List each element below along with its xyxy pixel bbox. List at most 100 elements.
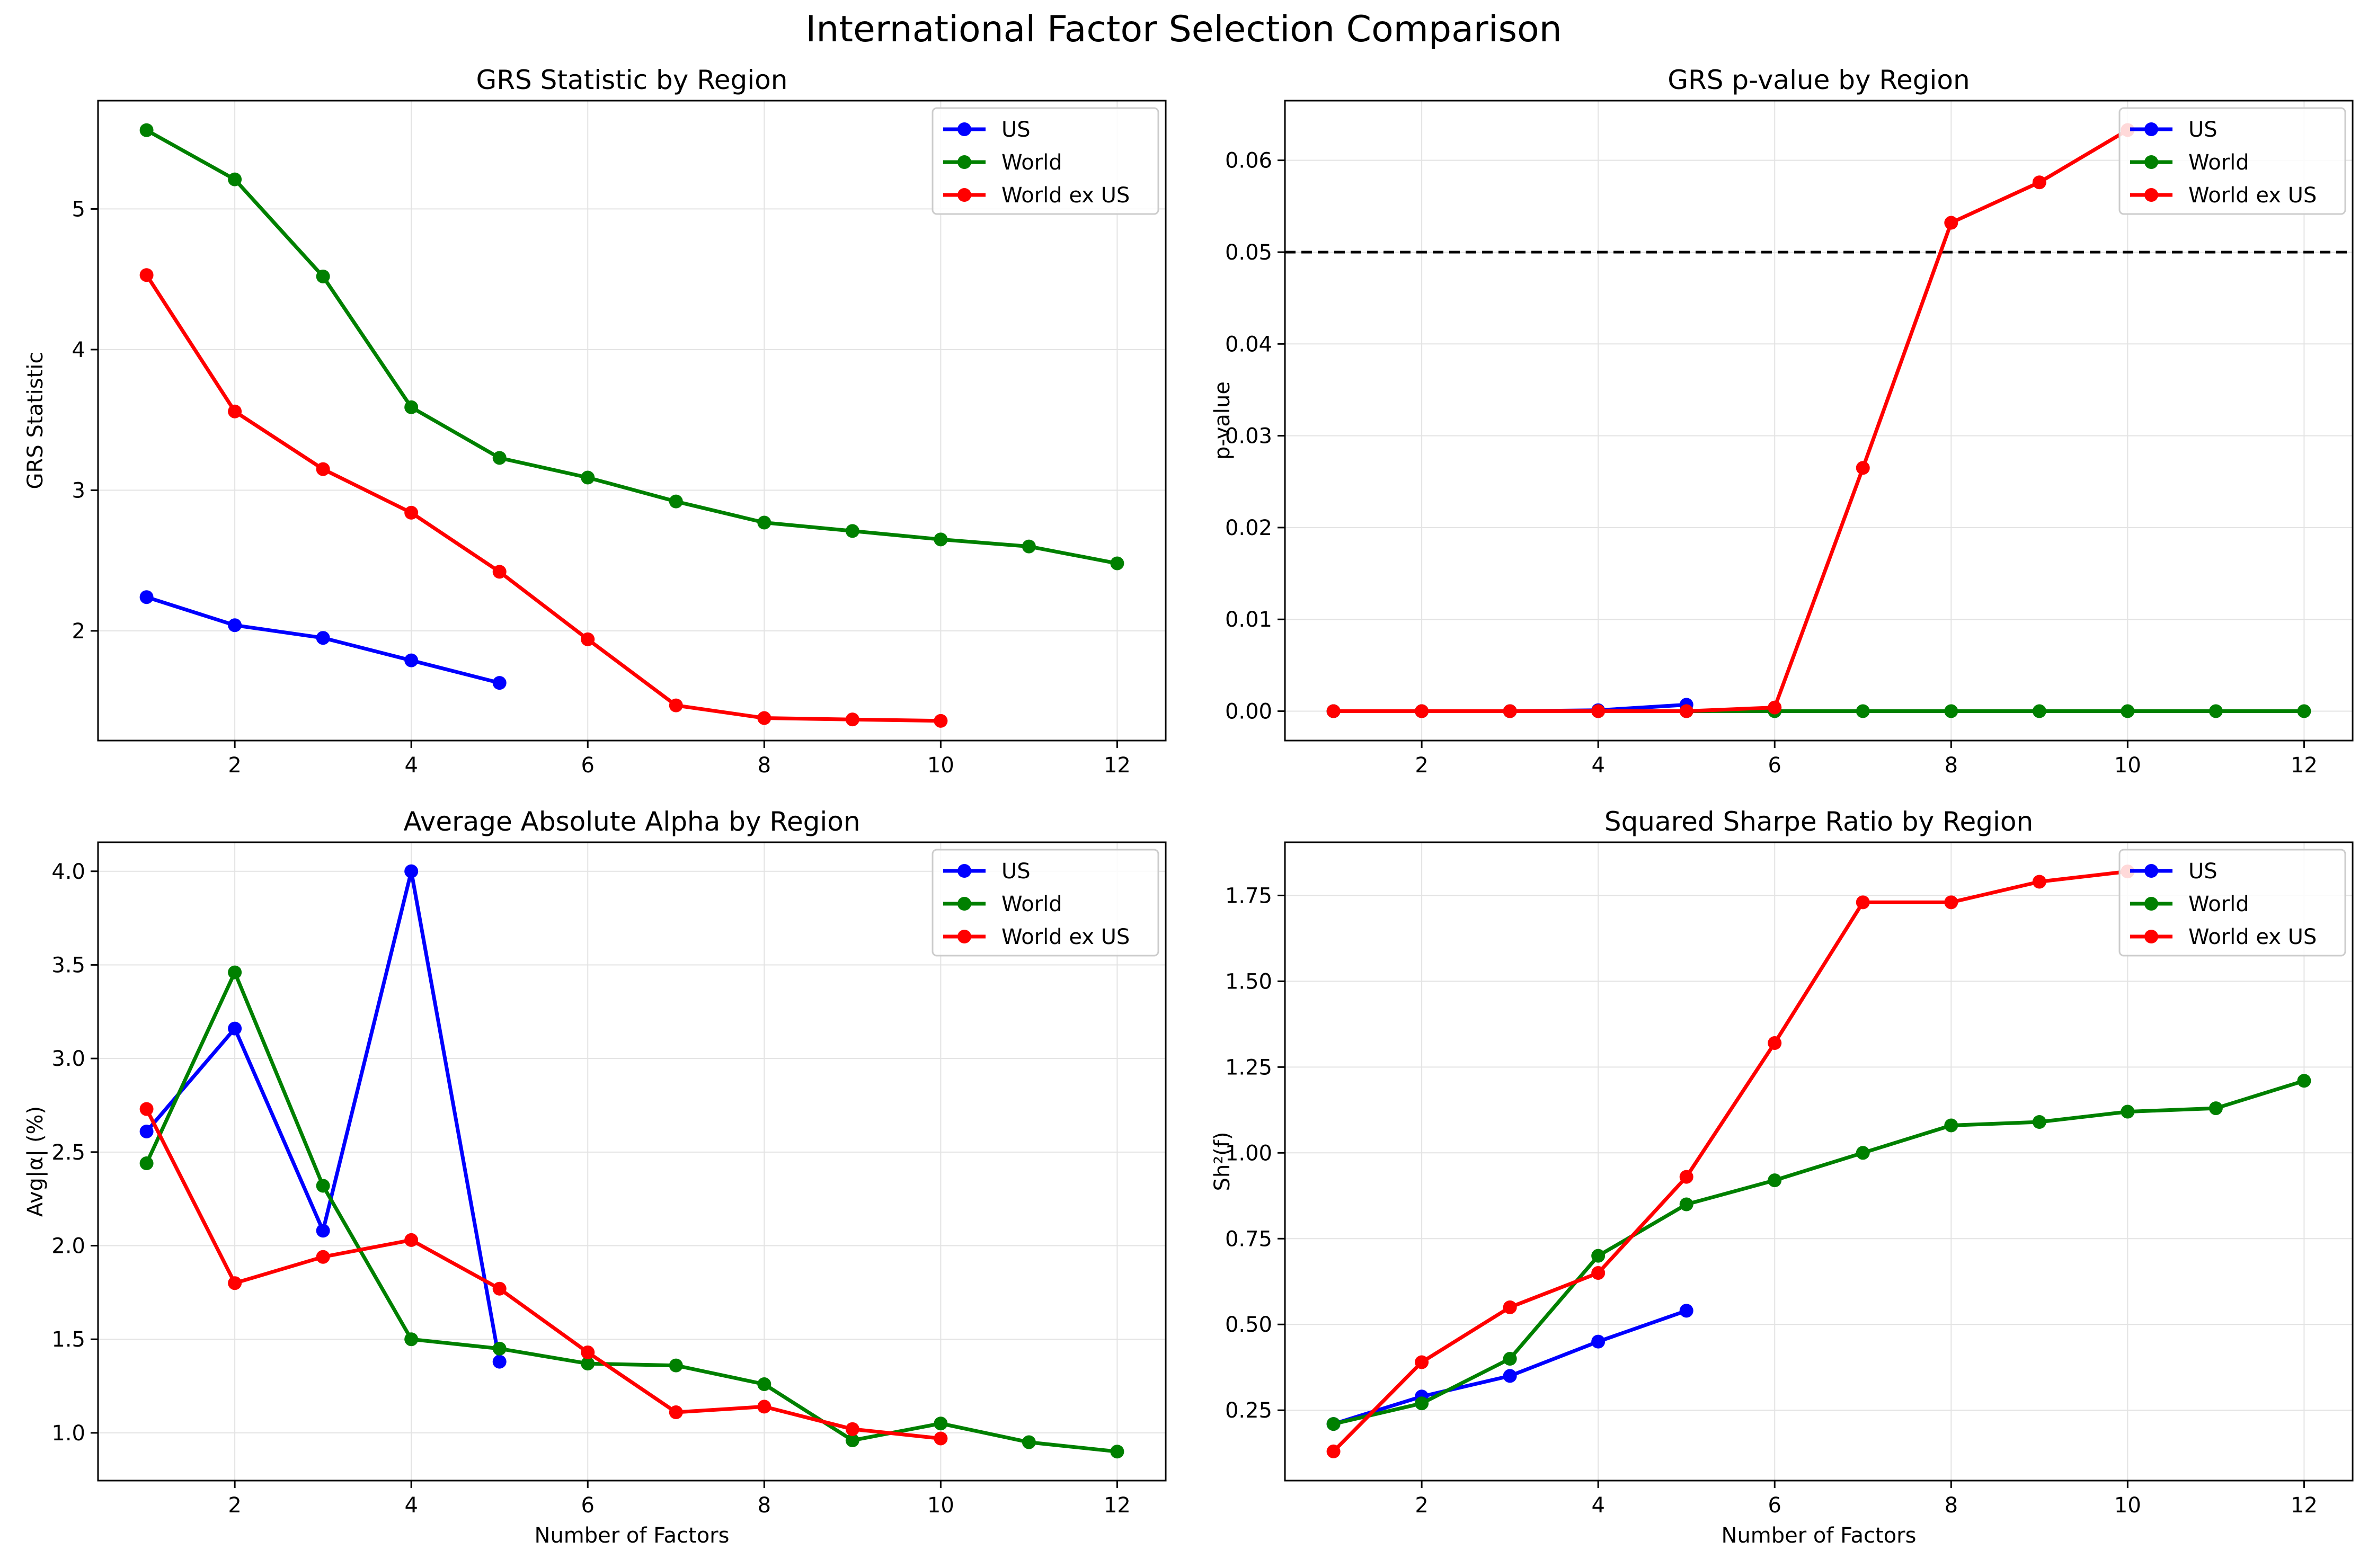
data-point-world <box>2297 1074 2311 1088</box>
x-tick-label: 12 <box>1104 753 1131 778</box>
x-tick-label: 4 <box>1591 1493 1604 1518</box>
panel-3: 2 4 6 8 10 12 1.0 1.5 2.0 2.5 3.0 3.5 4.0 Average Abs… <box>23 806 1167 1548</box>
data-point-world <box>2209 1101 2223 1116</box>
data-point-world-ex-us <box>1768 1036 1782 1050</box>
y-tick-label: 0.01 <box>1225 608 1272 632</box>
x-tick-label: 6 <box>1768 1493 1781 1518</box>
data-point-world <box>845 524 859 538</box>
x-tick-label: 8 <box>758 753 771 778</box>
data-point-world-ex-us <box>316 1250 330 1264</box>
x-tick-label: 6 <box>581 753 595 778</box>
panel-4: 2 4 6 8 10 12 0.25 0.50 0.75 1.00 1.25 1.50 1.75 Squa… <box>1210 806 2354 1548</box>
data-point-world <box>316 1179 330 1193</box>
series-world-ex-us <box>1326 865 2135 1458</box>
data-point-world <box>757 1377 771 1392</box>
legend-marker-world <box>957 155 971 169</box>
data-point-world-ex-us <box>316 462 330 476</box>
data-point-us <box>316 631 330 645</box>
y-tick-label: 0.50 <box>1225 1313 1272 1337</box>
data-point-world-ex-us <box>845 1422 859 1436</box>
data-point-world <box>2297 704 2311 718</box>
data-point-world-ex-us <box>934 714 948 728</box>
y-tick-label: 5 <box>72 197 85 221</box>
x-tick-label: 8 <box>758 1493 771 1518</box>
x-tick-label: 4 <box>404 1493 418 1518</box>
data-point-world <box>1110 1445 1124 1459</box>
y-tick-label: 2.5 <box>51 1141 85 1165</box>
y-tick-label: 1.25 <box>1225 1055 1272 1080</box>
data-point-world-ex-us <box>1591 1266 1606 1280</box>
data-point-world <box>934 1416 948 1431</box>
panel-title: GRS Statistic by Region <box>476 65 788 95</box>
legend-marker-world-ex-us <box>2144 188 2158 202</box>
series-world <box>139 123 1124 571</box>
legend: US World World ex US <box>2118 849 2346 957</box>
legend-label-world: World <box>2188 150 2249 175</box>
data-point-world <box>492 451 507 465</box>
figure-title: International Factor Selection Compariso… <box>805 8 1562 50</box>
x-tick-label: 4 <box>404 753 418 778</box>
data-point-world <box>2032 704 2046 718</box>
series-line-world-ex-us <box>145 1108 941 1440</box>
data-point-world <box>1326 1417 1341 1431</box>
y-tick-label: 1.0 <box>51 1421 85 1446</box>
data-point-world <box>139 1156 154 1171</box>
series-line-world-ex-us <box>145 274 941 723</box>
series-line-world-ex-us <box>1333 128 2129 713</box>
y-tick-label: 2.0 <box>51 1234 85 1259</box>
x-tick-label: 2 <box>228 1493 241 1518</box>
y-tick-label: 0.03 <box>1225 424 1272 449</box>
data-point-world-ex-us <box>669 698 683 712</box>
data-point-world <box>1415 1396 1429 1411</box>
data-point-us <box>404 653 419 667</box>
y-tick-label: 0.00 <box>1225 700 1272 724</box>
data-point-world <box>757 515 771 530</box>
legend-label-world-ex-us: World ex US <box>2188 925 2317 949</box>
data-point-world-ex-us <box>404 1233 419 1247</box>
legend: US World World ex US <box>932 849 1159 957</box>
axes-frame <box>97 841 1167 1482</box>
panel-1: 2 4 6 8 10 12 2 3 4 5 GRS Statistic by Region GRS S… <box>23 65 1167 778</box>
series-us <box>139 590 507 690</box>
legend-label-world: World <box>2188 892 2249 916</box>
legend-marker-world-ex-us <box>2144 930 2158 943</box>
x-axis-label: Number of Factors <box>535 1524 730 1548</box>
series-line-world <box>145 970 1118 1454</box>
x-tick-label: 10 <box>2114 753 2141 778</box>
data-point-world-ex-us <box>492 1281 507 1296</box>
data-point-world-ex-us <box>2032 875 2046 889</box>
legend-box <box>932 107 1159 215</box>
legend: US World World ex US <box>2118 107 2346 215</box>
axes-frame <box>1284 841 2354 1482</box>
data-point-world <box>1856 1146 1870 1160</box>
legend-marker-world-ex-us <box>957 188 971 202</box>
legend-box <box>2118 107 2346 215</box>
data-point-world-ex-us <box>1326 1444 1341 1458</box>
data-point-world <box>316 269 330 283</box>
series-world <box>1326 1074 2311 1431</box>
y-tick-label: 0.02 <box>1225 516 1272 540</box>
data-point-world-ex-us <box>2032 175 2046 190</box>
data-point-world-ex-us <box>1326 704 1341 718</box>
x-tick-label: 2 <box>1415 753 1428 778</box>
data-point-world-ex-us <box>139 1102 154 1116</box>
data-point-world <box>1022 1435 1036 1449</box>
series-line-world <box>1333 1079 2305 1426</box>
panel-title: Average Absolute Alpha by Region <box>403 806 860 837</box>
data-point-world-ex-us <box>581 1345 595 1359</box>
data-point-world-ex-us <box>228 1276 242 1290</box>
legend-marker-world <box>957 897 971 911</box>
data-point-world-ex-us <box>228 404 242 418</box>
data-point-world <box>1856 704 1870 718</box>
data-point-world-ex-us <box>1679 1170 1693 1184</box>
data-point-world <box>2121 704 2135 718</box>
data-point-world-ex-us <box>492 565 507 579</box>
y-tick-label: 0.06 <box>1225 149 1272 173</box>
data-point-us <box>139 1124 154 1138</box>
legend-label-us: US <box>1001 118 1031 142</box>
y-tick-label: 4 <box>72 338 85 362</box>
x-tick-label: 8 <box>1945 1493 1958 1518</box>
data-point-world <box>581 470 595 485</box>
